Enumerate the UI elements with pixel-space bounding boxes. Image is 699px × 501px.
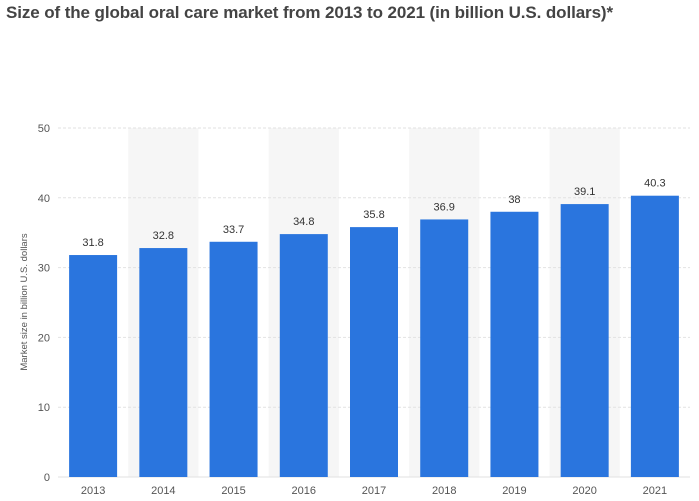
x-tick-label-2019: 2019 [502,485,526,497]
y-tick-label-0: 0 [44,472,50,484]
bar-2013[interactable] [69,255,118,477]
bar-2017[interactable] [350,227,398,477]
y-tick-label-50: 50 [38,123,50,135]
y-axis-title: Market size in billion U.S. dollars [19,233,30,371]
x-tick-label-2020: 2020 [572,485,596,497]
y-tick-label-30: 30 [38,263,50,275]
y-axis-ticks: 0 10 20 30 40 50 [38,123,50,484]
data-label-2020: 39.1 [574,186,595,198]
data-label-2018: 36.9 [434,201,455,213]
data-label-2019: 38 [508,194,520,206]
bar-2020[interactable] [560,204,609,477]
x-tick-label-2018: 2018 [432,485,456,497]
data-label-2014: 32.8 [153,230,174,242]
y-tick-label-20: 20 [38,332,50,344]
x-tick-label-2017: 2017 [362,485,386,497]
data-label-2017: 35.8 [363,209,384,221]
bar-2015[interactable] [209,241,258,477]
data-label-2021: 40.3 [644,178,665,190]
x-tick-label-2015: 2015 [221,485,245,497]
x-tick-label-2013: 2013 [81,485,105,497]
data-label-2016: 34.8 [293,216,314,228]
bar-2018[interactable] [420,219,469,478]
bar-2014[interactable] [139,248,188,477]
bars [69,195,679,478]
data-label-2013: 31.8 [82,237,103,249]
x-axis-ticks: 2013 2014 2015 2016 2017 2018 2019 2020 2021 [81,485,667,497]
x-tick-label-2014: 2014 [151,485,175,497]
chart-title: Size of the global oral care market from… [6,3,614,22]
data-labels: 31.8 32.8 33.7 34.8 35.8 36.9 38 39.1 40.3 [82,178,665,249]
x-tick-label-2016: 2016 [292,485,316,497]
bar-2019[interactable] [490,211,539,477]
bar-2021[interactable] [630,195,679,477]
x-tick-label-2021: 2021 [643,485,667,497]
bar-2016[interactable] [279,234,328,477]
y-tick-label-10: 10 [38,402,50,414]
data-label-2015: 33.7 [223,224,244,236]
y-tick-label-40: 40 [38,193,50,205]
